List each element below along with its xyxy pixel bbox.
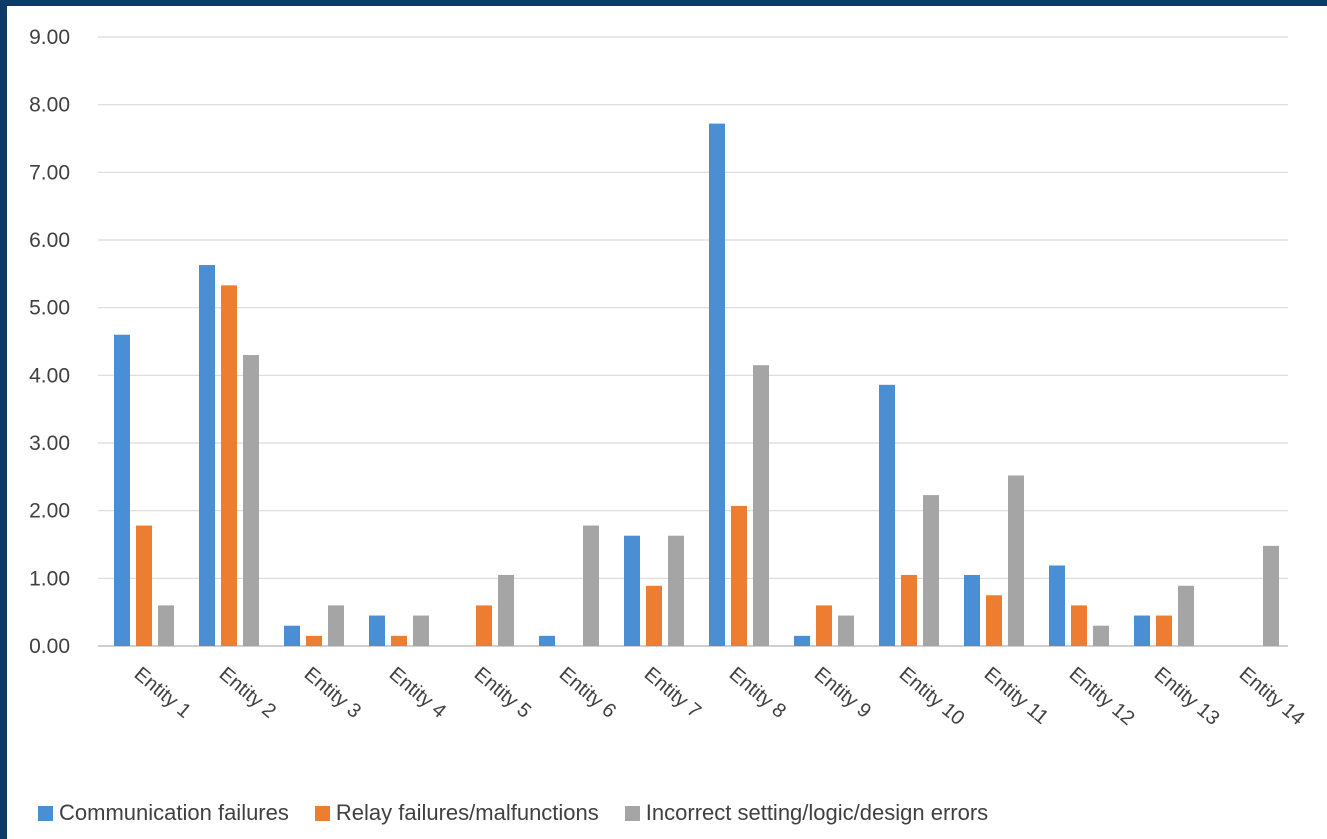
- x-tick-label: Entity 3: [300, 663, 365, 723]
- bar: [284, 625, 300, 646]
- legend-item-incorrect-setting: Incorrect setting/logic/design errors: [624, 800, 989, 826]
- bar: [243, 355, 259, 646]
- bar: [1093, 625, 1109, 646]
- gridlines: [98, 36, 1288, 647]
- x-tick-label: Entity 2: [215, 663, 280, 723]
- bar: [1134, 615, 1150, 646]
- legend: Communication failures Relay failures/ma…: [38, 800, 988, 826]
- bar: [901, 574, 917, 646]
- bar: [199, 265, 215, 646]
- x-tick-label: Entity 11: [980, 663, 1053, 729]
- x-tick-label: Entity 1: [130, 663, 195, 723]
- legend-item-communication: Communication failures: [38, 800, 289, 826]
- bar: [753, 365, 769, 646]
- bars: [114, 123, 1279, 646]
- x-tick-label: Entity 13: [1150, 663, 1224, 730]
- bar: [158, 605, 174, 646]
- bar: [306, 635, 322, 646]
- bar: [328, 605, 344, 646]
- bar: [221, 285, 237, 646]
- legend-swatch: [624, 805, 640, 821]
- bar: [1071, 605, 1087, 646]
- legend-swatch: [38, 805, 53, 821]
- x-axis-ticks: Entity 1 Entity 2 Entity 3 Entity 4 Entity 5…: [130, 663, 1309, 730]
- x-tick-label: Entity 10: [895, 663, 969, 730]
- bar: [1178, 585, 1194, 646]
- x-tick-label: Entity 14: [1235, 663, 1309, 730]
- bar: [709, 123, 725, 646]
- x-tick-label: Entity 7: [640, 663, 705, 723]
- y-tick-label: 6.00: [29, 229, 70, 252]
- x-tick-label: Entity 8: [725, 663, 790, 723]
- bar: [369, 615, 385, 646]
- y-tick-label: 7.00: [29, 161, 70, 184]
- y-tick-label: 5.00: [29, 297, 70, 320]
- bar: [1049, 565, 1065, 646]
- y-tick-label: 0.00: [29, 635, 70, 658]
- x-tick-label: Entity 4: [385, 663, 450, 723]
- y-axis-ticks: 0.00 1.00 2.00 3.00 4.00 5.00 6.00 7.00 8.00 9.00: [29, 26, 70, 658]
- bar: [136, 525, 152, 646]
- bar: [816, 605, 832, 646]
- bar: [668, 535, 684, 646]
- bar: [583, 525, 599, 646]
- legend-item-relay: Relay failures/malfunctions: [314, 800, 599, 826]
- y-tick-label: 9.00: [29, 26, 70, 49]
- legend-label: Incorrect setting/logic/design errors: [645, 800, 989, 825]
- bar: [391, 635, 407, 646]
- bar: [624, 535, 640, 646]
- bar-chart: 0.00 1.00 2.00 3.00 4.00 5.00 6.00 7.00 8.00 9.00…: [29, 26, 1309, 730]
- x-tick-label: Entity 9: [810, 663, 875, 723]
- y-tick-label: 8.00: [29, 94, 70, 117]
- bar: [1156, 615, 1172, 646]
- legend-label: Communication failures: [59, 800, 289, 825]
- bar: [794, 635, 810, 646]
- bar: [838, 615, 854, 646]
- bar: [964, 574, 980, 646]
- y-tick-label: 3.00: [29, 432, 70, 455]
- y-tick-label: 2.00: [29, 500, 70, 523]
- x-tick-label: Entity 6: [555, 663, 620, 723]
- x-tick-label: Entity 12: [1065, 663, 1139, 730]
- y-tick-label: 4.00: [29, 364, 70, 387]
- bar: [498, 574, 514, 646]
- bar: [986, 595, 1002, 646]
- bar: [646, 585, 662, 646]
- bar: [1263, 545, 1279, 646]
- legend-label: Relay failures/malfunctions: [335, 800, 599, 825]
- bar: [476, 605, 492, 646]
- x-tick-label: Entity 5: [470, 663, 535, 723]
- y-tick-label: 1.00: [29, 567, 70, 590]
- bar: [1008, 475, 1024, 646]
- bar: [539, 635, 555, 646]
- bar: [923, 495, 939, 646]
- bar: [413, 615, 429, 646]
- bar: [731, 505, 747, 646]
- bar: [879, 384, 895, 646]
- bar: [114, 334, 130, 646]
- legend-swatch: [314, 805, 330, 821]
